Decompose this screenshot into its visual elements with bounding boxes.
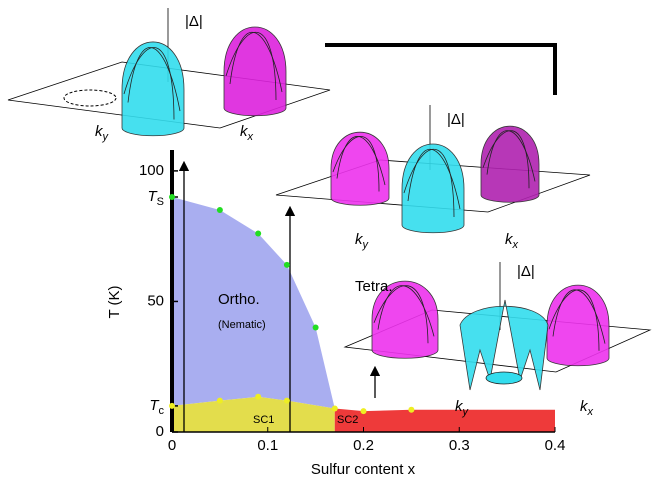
- region-label: (Nematic): [218, 319, 266, 331]
- dome-body: [547, 285, 609, 366]
- frame-bracket: [325, 45, 555, 95]
- k-label: kx: [240, 123, 254, 143]
- x-tick-label: 0: [168, 437, 176, 454]
- data-point: [217, 207, 223, 213]
- data-point: [313, 325, 319, 331]
- k-label: ky: [355, 231, 370, 251]
- data-point: [255, 231, 261, 237]
- region-label: SC2: [337, 414, 358, 426]
- insets: |Δ| ky kx |Δ| ky kx |Δ| ky kx: [8, 8, 650, 418]
- data-point: [332, 406, 338, 412]
- gap-dome: [402, 144, 464, 233]
- region-label: Ortho.: [218, 291, 260, 308]
- y-tick-label: 50: [147, 292, 164, 309]
- gap-dome: [122, 42, 184, 136]
- k-label: ky: [455, 398, 470, 418]
- x-tick-label: 0.3: [449, 437, 470, 454]
- data-point: [408, 407, 414, 413]
- x-axis-label: Sulfur content x: [311, 461, 416, 478]
- data-point: [217, 398, 223, 404]
- y-tick-label: 100: [139, 162, 164, 179]
- x-tick-label: 0.4: [545, 437, 566, 454]
- k-label: kx: [580, 398, 594, 418]
- gap-label: |Δ|: [517, 263, 535, 280]
- nodal-ring: [486, 372, 522, 384]
- figure: 00.10.20.30.40Tc50TS100 |Δ|kykx|Δ|kykx|Δ…: [0, 0, 657, 485]
- gap-dome: [547, 285, 609, 366]
- data-point: [284, 398, 290, 404]
- gap-label: |Δ|: [185, 13, 203, 30]
- data-point: [284, 262, 290, 268]
- region-label: SC1: [253, 414, 274, 426]
- data-point: [255, 394, 261, 400]
- data-point: [361, 408, 367, 414]
- x-tick-label: 0.2: [353, 437, 374, 454]
- gap-dome: [224, 27, 286, 116]
- y-tick-label: 0: [156, 423, 164, 440]
- gap-dome: [331, 132, 389, 205]
- gap-label: |Δ|: [447, 111, 465, 128]
- gap-dome: [481, 126, 539, 202]
- data-point: [169, 194, 175, 200]
- x-tick-label: 0.1: [257, 437, 278, 454]
- y-axis-label: T (K): [106, 285, 123, 318]
- y-tick-label: TS: [147, 188, 164, 208]
- data-point: [169, 403, 175, 409]
- k-label: kx: [505, 231, 519, 251]
- y-tick-label: Tc: [149, 397, 164, 417]
- region-label: Tetra.: [355, 278, 393, 295]
- sc2-region: [335, 409, 555, 433]
- k-label: ky: [95, 123, 110, 143]
